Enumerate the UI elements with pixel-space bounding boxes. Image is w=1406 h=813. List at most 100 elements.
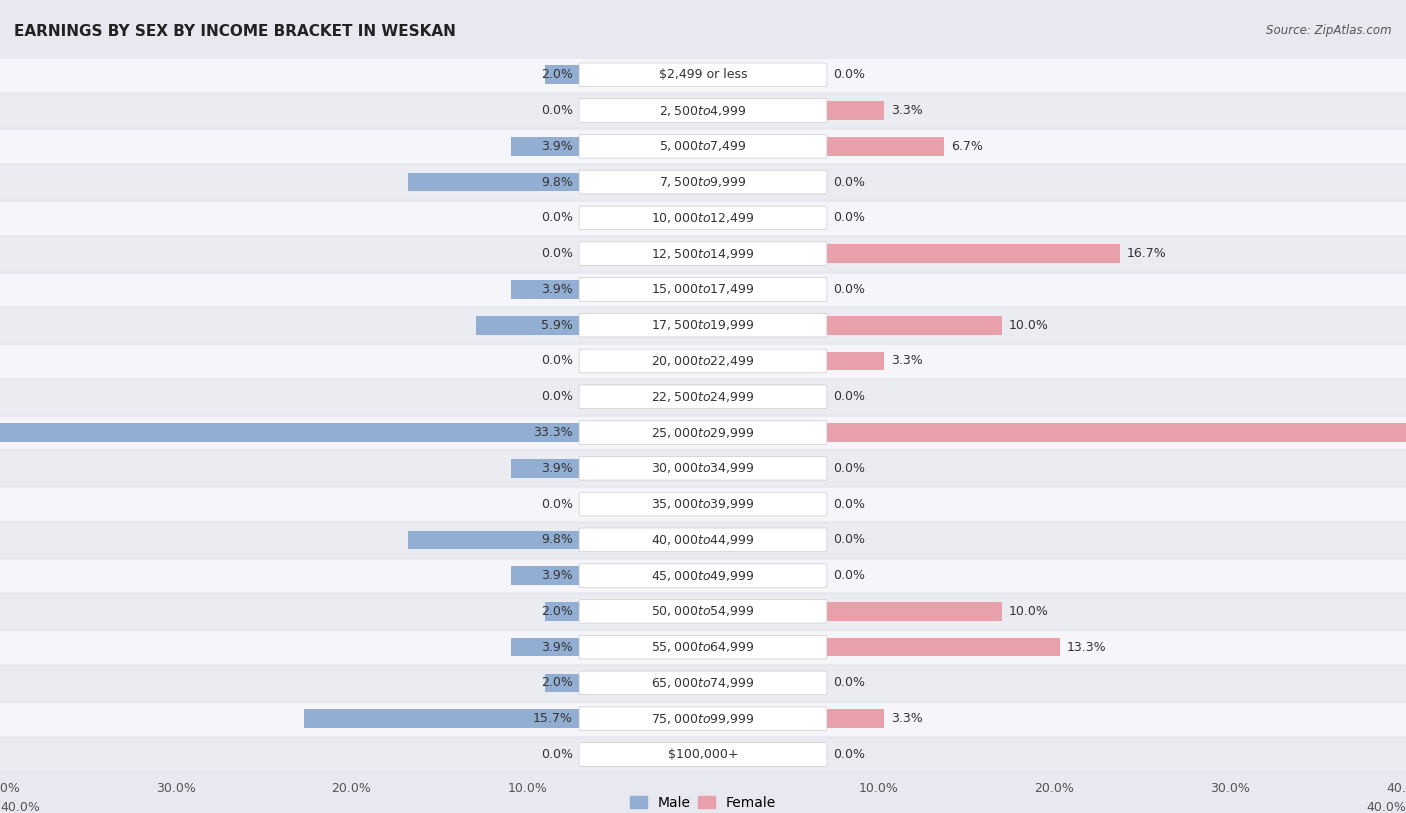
- Bar: [0, 164, 1406, 200]
- Text: $35,000 to $39,999: $35,000 to $39,999: [651, 497, 755, 511]
- FancyBboxPatch shape: [579, 241, 827, 266]
- Bar: [0, 424, 581, 441]
- Text: 3.9%: 3.9%: [541, 140, 574, 153]
- Text: 2.0%: 2.0%: [541, 68, 574, 81]
- Text: 40.0%: 40.0%: [0, 801, 39, 813]
- Text: $100,000+: $100,000+: [668, 748, 738, 761]
- FancyBboxPatch shape: [579, 420, 827, 445]
- Bar: [0, 93, 1406, 128]
- FancyBboxPatch shape: [579, 134, 827, 159]
- Text: 0.0%: 0.0%: [541, 748, 574, 761]
- Text: $12,500 to $14,999: $12,500 to $14,999: [651, 246, 755, 261]
- Text: 0.0%: 0.0%: [541, 498, 574, 511]
- Text: $5,000 to $7,499: $5,000 to $7,499: [659, 139, 747, 154]
- Bar: [827, 316, 1001, 334]
- FancyBboxPatch shape: [579, 742, 827, 767]
- Legend: Male, Female: Male, Female: [624, 790, 782, 813]
- Text: 3.3%: 3.3%: [891, 712, 922, 725]
- FancyBboxPatch shape: [579, 385, 827, 409]
- Text: $40,000 to $44,999: $40,000 to $44,999: [651, 533, 755, 547]
- Bar: [0, 307, 1406, 343]
- Text: $15,000 to $17,499: $15,000 to $17,499: [651, 282, 755, 297]
- Bar: [827, 424, 1406, 441]
- Text: $10,000 to $12,499: $10,000 to $12,499: [651, 211, 755, 225]
- Text: 0.0%: 0.0%: [832, 68, 865, 81]
- FancyBboxPatch shape: [579, 671, 827, 695]
- Bar: [0, 486, 1406, 522]
- FancyBboxPatch shape: [579, 635, 827, 659]
- Text: $20,000 to $22,499: $20,000 to $22,499: [651, 354, 755, 368]
- FancyBboxPatch shape: [579, 349, 827, 373]
- Text: 16.7%: 16.7%: [1126, 247, 1167, 260]
- Text: $17,500 to $19,999: $17,500 to $19,999: [651, 318, 755, 333]
- Text: 0.0%: 0.0%: [832, 462, 865, 475]
- Text: $2,500 to $4,999: $2,500 to $4,999: [659, 103, 747, 118]
- FancyBboxPatch shape: [579, 98, 827, 123]
- Text: 0.0%: 0.0%: [832, 390, 865, 403]
- Text: 15.7%: 15.7%: [533, 712, 574, 725]
- FancyBboxPatch shape: [579, 599, 827, 624]
- Text: 0.0%: 0.0%: [832, 211, 865, 224]
- Text: 3.9%: 3.9%: [541, 569, 574, 582]
- Text: 2.0%: 2.0%: [541, 605, 574, 618]
- Bar: [0, 701, 1406, 737]
- Bar: [0, 415, 1406, 450]
- FancyBboxPatch shape: [579, 528, 827, 552]
- Text: 0.0%: 0.0%: [832, 176, 865, 189]
- Text: 10.0%: 10.0%: [1010, 319, 1049, 332]
- Text: 3.9%: 3.9%: [541, 462, 574, 475]
- Bar: [827, 710, 884, 728]
- FancyBboxPatch shape: [579, 456, 827, 480]
- Bar: [0, 200, 1406, 236]
- Text: 6.7%: 6.7%: [950, 140, 983, 153]
- Bar: [512, 137, 581, 155]
- Bar: [546, 66, 581, 84]
- Bar: [304, 710, 581, 728]
- Text: 3.3%: 3.3%: [891, 354, 922, 367]
- Bar: [477, 316, 581, 334]
- Bar: [0, 128, 1406, 164]
- Bar: [408, 531, 581, 549]
- Text: 5.9%: 5.9%: [541, 319, 574, 332]
- Text: 40.0%: 40.0%: [1367, 801, 1406, 813]
- Text: 0.0%: 0.0%: [832, 569, 865, 582]
- Text: 10.0%: 10.0%: [1010, 605, 1049, 618]
- Text: $7,500 to $9,999: $7,500 to $9,999: [659, 175, 747, 189]
- Text: 0.0%: 0.0%: [832, 748, 865, 761]
- Text: 3.9%: 3.9%: [541, 641, 574, 654]
- Bar: [0, 593, 1406, 629]
- Text: $25,000 to $29,999: $25,000 to $29,999: [651, 425, 755, 440]
- Bar: [0, 272, 1406, 307]
- FancyBboxPatch shape: [579, 277, 827, 302]
- FancyBboxPatch shape: [579, 706, 827, 731]
- Text: Source: ZipAtlas.com: Source: ZipAtlas.com: [1267, 24, 1392, 37]
- FancyBboxPatch shape: [579, 170, 827, 194]
- Bar: [827, 638, 1060, 656]
- Text: $75,000 to $99,999: $75,000 to $99,999: [651, 711, 755, 726]
- Text: 9.8%: 9.8%: [541, 176, 574, 189]
- Text: $45,000 to $49,999: $45,000 to $49,999: [651, 568, 755, 583]
- Text: 0.0%: 0.0%: [541, 247, 574, 260]
- Text: $50,000 to $54,999: $50,000 to $54,999: [651, 604, 755, 619]
- Text: 0.0%: 0.0%: [832, 533, 865, 546]
- Text: 0.0%: 0.0%: [541, 211, 574, 224]
- FancyBboxPatch shape: [579, 63, 827, 87]
- Bar: [827, 137, 943, 155]
- Text: 3.3%: 3.3%: [891, 104, 922, 117]
- Bar: [0, 343, 1406, 379]
- Bar: [827, 245, 1119, 263]
- Bar: [0, 737, 1406, 772]
- FancyBboxPatch shape: [579, 563, 827, 588]
- Bar: [0, 450, 1406, 486]
- Bar: [0, 558, 1406, 593]
- Bar: [512, 280, 581, 298]
- Bar: [512, 567, 581, 585]
- Text: 2.0%: 2.0%: [541, 676, 574, 689]
- Bar: [0, 236, 1406, 272]
- FancyBboxPatch shape: [579, 206, 827, 230]
- Bar: [0, 629, 1406, 665]
- Text: $55,000 to $64,999: $55,000 to $64,999: [651, 640, 755, 654]
- Text: 0.0%: 0.0%: [541, 104, 574, 117]
- Text: $22,500 to $24,999: $22,500 to $24,999: [651, 389, 755, 404]
- Text: $30,000 to $34,999: $30,000 to $34,999: [651, 461, 755, 476]
